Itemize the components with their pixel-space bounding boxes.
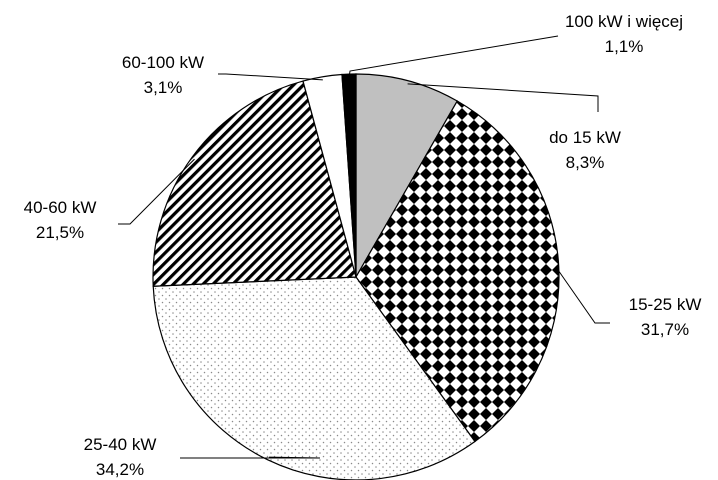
slice-label-5: 100 kW i więcej: [565, 12, 683, 31]
slice-value-label-0: 8,3%: [566, 153, 605, 172]
pie-slice-3: [152, 80, 357, 287]
leader-line-3: [118, 158, 195, 225]
slice-value-label-1: 31,7%: [641, 320, 689, 339]
slice-value-label-4: 3,1%: [144, 78, 183, 97]
leader-line-2: [180, 456, 321, 459]
leader-line-5: [348, 35, 559, 78]
pie-slice-2: [152, 276, 476, 480]
pie-slice-1: [355, 100, 560, 443]
leader-line-1: [555, 266, 610, 324]
slice-label-3: 40-60 kW: [24, 198, 97, 217]
slice-label-0: do 15 kW: [549, 128, 621, 147]
leader-line-0: [407, 83, 599, 112]
slice-label-4: 60-100 kW: [122, 53, 204, 72]
slice-label-2: 25-40 kW: [84, 435, 157, 454]
slice-value-label-3: 21,5%: [36, 223, 84, 242]
slice-value-label-5: 1,1%: [605, 37, 644, 56]
pie-slice-0: [355, 73, 459, 280]
slice-label-1: 15-25 kW: [629, 295, 702, 314]
slice-value-label-2: 34,2%: [96, 460, 144, 479]
leader-line-4: [218, 73, 323, 81]
pie-slice-5: [341, 73, 357, 278]
